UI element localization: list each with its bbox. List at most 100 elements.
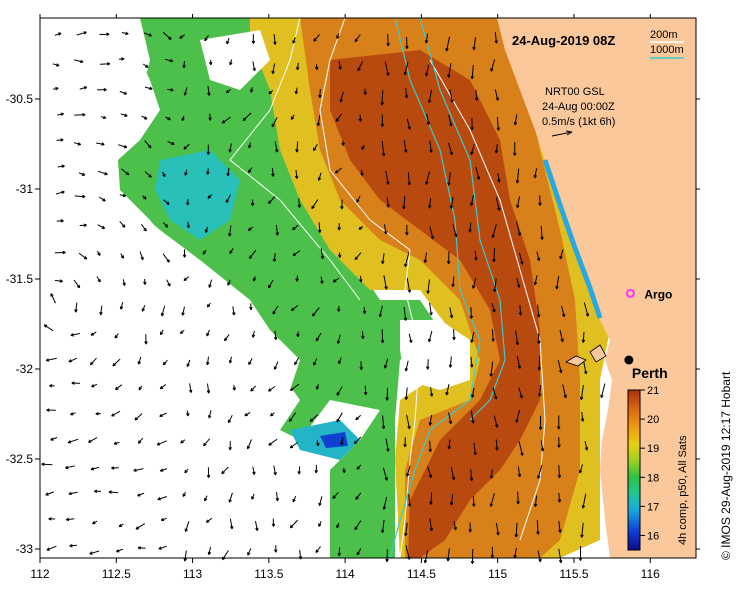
current-arrow-head <box>514 534 519 538</box>
current-arrow-head <box>491 338 495 342</box>
current-arrow <box>450 466 455 480</box>
current-arrow-head <box>61 190 65 194</box>
current-arrow <box>472 495 475 507</box>
current-arrow-head <box>560 338 564 343</box>
current-arrow <box>121 168 130 176</box>
current-arrow-head <box>538 202 542 206</box>
current-arrow-head <box>380 102 384 106</box>
current-arrow-head <box>493 396 498 400</box>
current-arrow-head <box>428 448 432 453</box>
scale-legend-1000m: 1000m <box>650 44 684 56</box>
current-arrow <box>448 439 451 450</box>
current-arrow-head <box>313 147 317 152</box>
current-arrow <box>453 328 455 340</box>
current-arrow <box>538 333 540 344</box>
current-arrow-head <box>428 338 432 343</box>
current-arrow <box>275 224 279 236</box>
current-arrow-head <box>512 152 517 156</box>
current-arrow-head <box>337 308 341 312</box>
current-arrow-head <box>159 385 164 390</box>
current-arrow-head <box>145 64 149 68</box>
current-arrow-head <box>204 497 208 502</box>
x-axis: 112 112.5 113 113.5 114 114.5 115 115.5 116 <box>30 14 660 581</box>
current-arrow-head <box>386 72 390 76</box>
current-arrow <box>448 412 452 424</box>
current-arrow-head <box>402 206 406 210</box>
current-arrow-head <box>111 413 115 417</box>
current-arrow-head <box>489 503 494 507</box>
current-arrow <box>268 438 278 446</box>
current-arrow-head <box>536 314 541 318</box>
current-arrow-head <box>167 116 171 121</box>
current-arrow <box>381 141 385 157</box>
current-arrow-head <box>252 471 256 475</box>
current-arrow <box>318 222 321 233</box>
current-arrow-head <box>43 324 48 328</box>
current-arrow-head <box>515 180 520 184</box>
current-arrow-head <box>49 384 53 388</box>
current-arrow-head <box>206 303 211 308</box>
current-arrow-head <box>296 66 300 71</box>
current-arrow <box>274 330 277 340</box>
current-arrow-head <box>227 282 231 286</box>
current-arrow-head <box>470 127 474 131</box>
x-tick-label: 115.5 <box>559 567 588 581</box>
current-arrow-head <box>495 97 499 101</box>
current-arrow-head <box>270 412 274 417</box>
current-arrow-head <box>490 554 495 558</box>
current-arrow-head <box>385 558 389 563</box>
current-arrow <box>405 522 408 536</box>
current-arrow-head <box>428 205 432 209</box>
current-arrow <box>382 253 385 264</box>
current-arrow-head <box>340 441 344 446</box>
current-arrow <box>516 221 521 236</box>
y-tick-label: -31.5 <box>6 272 34 286</box>
current-arrow-head <box>471 420 475 424</box>
current-arrow <box>75 302 78 313</box>
current-arrow <box>137 492 145 497</box>
current-arrow <box>189 383 192 393</box>
colorbar-tick-label: 17 <box>647 501 659 513</box>
current-arrow <box>381 90 384 106</box>
current-arrow-head <box>356 466 360 470</box>
current-arrow-head <box>121 224 126 228</box>
current-arrow <box>430 387 433 397</box>
current-arrow <box>429 518 433 531</box>
current-arrow-head <box>537 367 542 371</box>
current-arrow-head <box>80 59 84 64</box>
current-arrow-head <box>184 528 188 532</box>
current-arrow <box>208 546 211 555</box>
current-arrow-head <box>160 331 164 336</box>
current-arrow <box>446 36 451 52</box>
current-arrow-head <box>406 473 410 477</box>
current-arrow-head <box>206 474 211 478</box>
current-arrow <box>495 143 498 154</box>
current-arrow-head <box>108 490 112 494</box>
current-arrow-head <box>314 470 319 474</box>
current-arrow-head <box>557 474 562 479</box>
current-arrow <box>384 61 389 76</box>
current-arrow-head <box>516 501 520 505</box>
current-arrow <box>163 199 170 205</box>
current-arrow <box>429 198 432 209</box>
current-arrow <box>247 548 252 556</box>
current-arrow <box>252 61 256 71</box>
current-arrow-head <box>311 205 315 210</box>
current-arrow-head <box>355 496 359 500</box>
current-arrow-head <box>423 259 428 263</box>
current-arrow-head <box>268 284 272 289</box>
current-arrow-head <box>538 558 542 563</box>
garden-island <box>589 344 607 363</box>
current-arrow-head <box>497 179 501 183</box>
current-vectors <box>41 31 606 565</box>
current-arrow <box>490 59 496 72</box>
current-arrow-head <box>123 145 128 149</box>
current-arrow <box>232 306 235 316</box>
current-arrow <box>139 251 144 260</box>
x-tick-label: 113 <box>183 567 202 581</box>
current-arrow-head <box>578 470 583 474</box>
current-arrow <box>54 251 66 254</box>
current-arrow-head <box>472 46 476 51</box>
current-arrow-head <box>561 313 566 318</box>
current-arrow-head <box>124 113 128 117</box>
